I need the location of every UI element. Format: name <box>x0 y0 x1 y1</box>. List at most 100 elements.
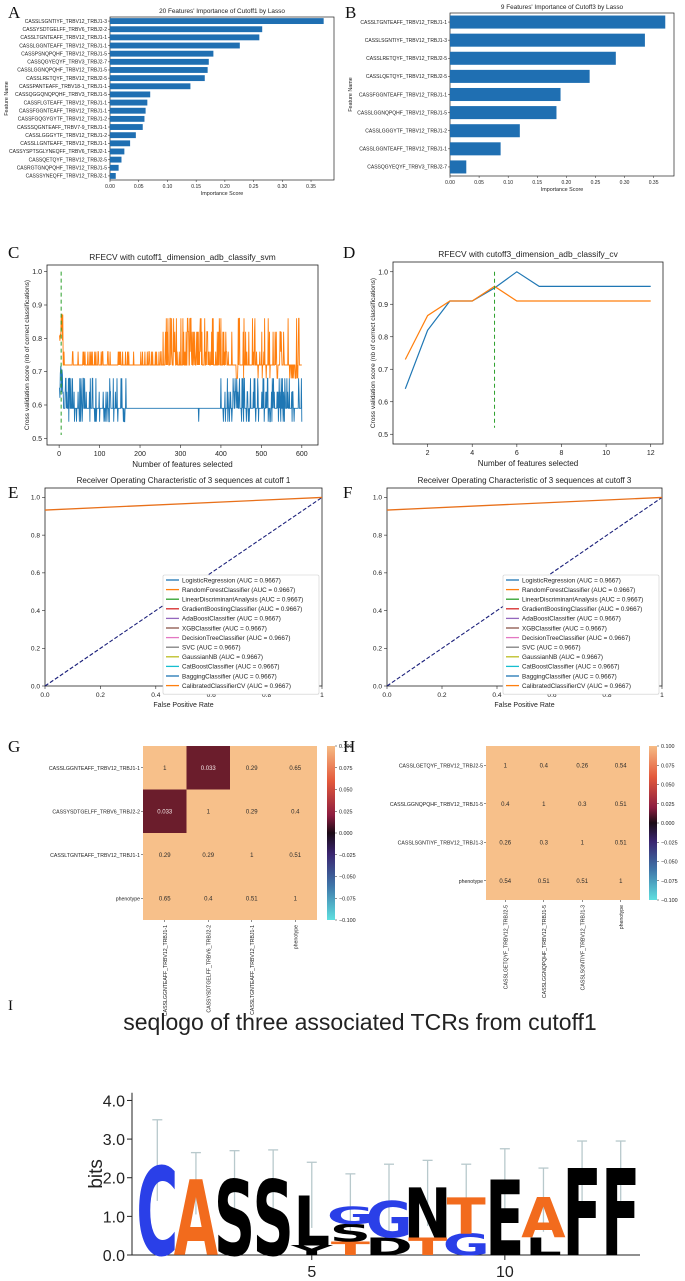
x-tick-label: 0.8 <box>262 692 271 699</box>
cell-value: 0.51 <box>576 879 588 885</box>
chart-title: RFECV with cutoff1_dimension_adb_classif… <box>89 252 276 262</box>
heatmap-cell <box>486 823 525 862</box>
y-axis-label: Cross validation score (nb of correct cl… <box>370 278 377 428</box>
cell-value: 0.29 <box>202 853 214 859</box>
cell-value: 0.51 <box>289 853 301 859</box>
series-line <box>404 285 651 360</box>
x-tick-label: 0.20 <box>220 184 230 190</box>
panel-i-seqlogo: seqlogo of three associated TCRs from cu… <box>86 1009 640 1281</box>
chart-title: 9 Features' Importance of Cutoff3 by Las… <box>501 4 624 11</box>
y-tick-label: 3.0 <box>103 1132 125 1149</box>
x-tick-label: 200 <box>134 451 146 458</box>
logo-letter: S <box>253 1160 294 1280</box>
cell-value: 1 <box>504 763 508 769</box>
chart-title: RFECV with cutoff3_dimension_adb_classif… <box>438 249 618 259</box>
legend-entry: LinearDiscriminantAnalysis (AUC = 0.9667… <box>522 597 643 604</box>
cell-value: 1 <box>581 840 585 846</box>
panel-h-heatmap: 1 0.4 0.26 0.54 0.4 1 0.3 0.51 0.26 0.3 1 0.51 0.54 0… <box>390 744 678 998</box>
colorbar-tick-label: −0.050 <box>661 860 678 866</box>
legend: LogisticRegression (AUC = 0.9667) RandomF… <box>502 574 660 695</box>
y-tick-label: CASSLSGNTIYF_TRBV12_TRBJ1-3 <box>25 19 107 25</box>
logo-letter: L <box>294 1181 331 1261</box>
y-tick-label: CASSSQGNTEAFF_TRBV7-9_TRBJ1-1 <box>17 125 107 131</box>
y-tick-label: 0.7 <box>32 369 42 376</box>
legend-entry: XGBClassifier (AUC = 0.9667) <box>522 625 607 632</box>
heatmap-cell <box>273 876 317 920</box>
roc-curve <box>44 496 323 511</box>
legend-entry: GradientBoostingClassifier (AUC = 0.9667… <box>522 606 642 613</box>
y-tick-label: 0.4 <box>31 608 40 615</box>
row-label: CASSLTGNTEAFF_TRBV12_TRBJ1-1 <box>50 853 140 859</box>
y-tick-label: CASSPANTEAFF_TRBV18-1_TRBJ1-1 <box>19 84 107 90</box>
y-tick-label: 0.8 <box>31 532 40 539</box>
heatmap-cell <box>563 784 602 823</box>
heatmap-cell <box>273 789 317 833</box>
cell-value: 0.54 <box>615 763 627 769</box>
cell-value: 1 <box>542 802 546 808</box>
panel-letter-c: C <box>8 243 19 262</box>
colorbar-tick-label: 0.050 <box>339 788 353 794</box>
x-tick-label: 0.30 <box>620 180 630 186</box>
y-tick-label: CASSFLGTEAFF_TRBV12_TRBJ1-1 <box>24 100 108 106</box>
bar <box>110 107 146 114</box>
y-tick-label: CASSQGGQNQPQHF_TRBV3_TRBJ1-5 <box>15 92 107 98</box>
y-tick-label: CASSSYNEQFF_TRBV12_TRBJ2-1 <box>26 174 108 180</box>
panel-g-heatmap: 1 0.033 0.29 0.65 0.033 1 0.29 0.4 0.29 0.29 1 0.51… <box>49 744 356 1016</box>
colorbar-tick-label: −0.025 <box>339 853 356 859</box>
x-tick-label: 0.4 <box>151 692 160 699</box>
y-tick-label: 0.6 <box>32 403 42 410</box>
y-tick-label: 0.0 <box>373 683 382 690</box>
logo-letter: E <box>485 1160 524 1280</box>
cell-value: 0.29 <box>246 809 258 815</box>
chance-diagonal <box>44 496 323 687</box>
colorbar-tick-label: 0.000 <box>339 831 353 837</box>
legend-entry: CatBoostClassifier (AUC = 0.9667) <box>182 664 279 671</box>
col-label: CASSLSGNTIYF_TRBV12_TRBJ1-3 <box>580 905 586 990</box>
cell-value: 0.4 <box>291 809 300 815</box>
heatmap-cell <box>486 784 525 823</box>
y-tick-label: 1.0 <box>373 495 382 502</box>
heatmap-cell <box>273 746 317 790</box>
heatmap-cell <box>563 861 602 900</box>
series-line <box>404 271 651 390</box>
cell-value: 0.65 <box>289 766 301 772</box>
heatmap-cell <box>601 784 640 823</box>
y-tick-label: CASSQGYEQYF_TRBV3_TRBJ2-7 <box>27 60 107 66</box>
y-tick-label: 0.8 <box>378 334 388 341</box>
x-tick-label: 12 <box>647 450 655 457</box>
bar <box>450 15 666 29</box>
cell-value: 0.4 <box>501 802 510 808</box>
bar <box>450 142 501 156</box>
heatmap-cell <box>230 833 274 877</box>
legend-entry: CatBoostClassifier (AUC = 0.9667) <box>522 664 619 671</box>
heatmap-cell <box>143 833 187 877</box>
heatmap-cell <box>601 861 640 900</box>
x-tick-label: 0.30 <box>277 184 287 190</box>
cell-value: 0.26 <box>499 840 511 846</box>
legend-entry: BaggingClassifier (AUC = 0.9667) <box>182 673 277 680</box>
legend-entry: BaggingClassifier (AUC = 0.9667) <box>522 673 617 680</box>
legend-entry: GaussianNB (AUC = 0.9667) <box>522 654 603 661</box>
cell-value: 0.033 <box>157 809 173 815</box>
panel-letter-d: D <box>343 243 355 262</box>
bar <box>110 140 131 147</box>
y-tick-label: CASSLGGNQPQHF_TRBV12_TRBJ1-5 <box>17 68 107 74</box>
cell-value: 0.29 <box>246 766 258 772</box>
bar <box>450 69 590 83</box>
col-label: phenotype <box>293 925 299 949</box>
y-tick-label: CASSFGQGYGYTF_TRBV12_TRBJ1-2 <box>18 117 107 123</box>
y-tick-label: CASSLTGNTEAFF_TRBV12_TRBJ1-1 <box>360 20 447 26</box>
bar <box>110 99 148 106</box>
logo-letter: G <box>365 1191 412 1250</box>
logo-letter: Y <box>290 1243 334 1259</box>
x-tick-label: 4 <box>470 450 474 457</box>
x-tick-label: 0.2 <box>437 692 446 699</box>
y-tick-label: CASSYSDTGELFF_TRBV6_TRBJ2-2 <box>23 27 108 33</box>
x-tick-label: 8 <box>560 450 564 457</box>
logo-letter: C <box>136 1144 178 1281</box>
colorbar <box>327 746 335 920</box>
logo-letter: G <box>327 1202 374 1230</box>
heatmap-cell <box>524 746 563 785</box>
plot-frame <box>46 264 319 446</box>
logo-letter: F <box>601 1145 640 1281</box>
